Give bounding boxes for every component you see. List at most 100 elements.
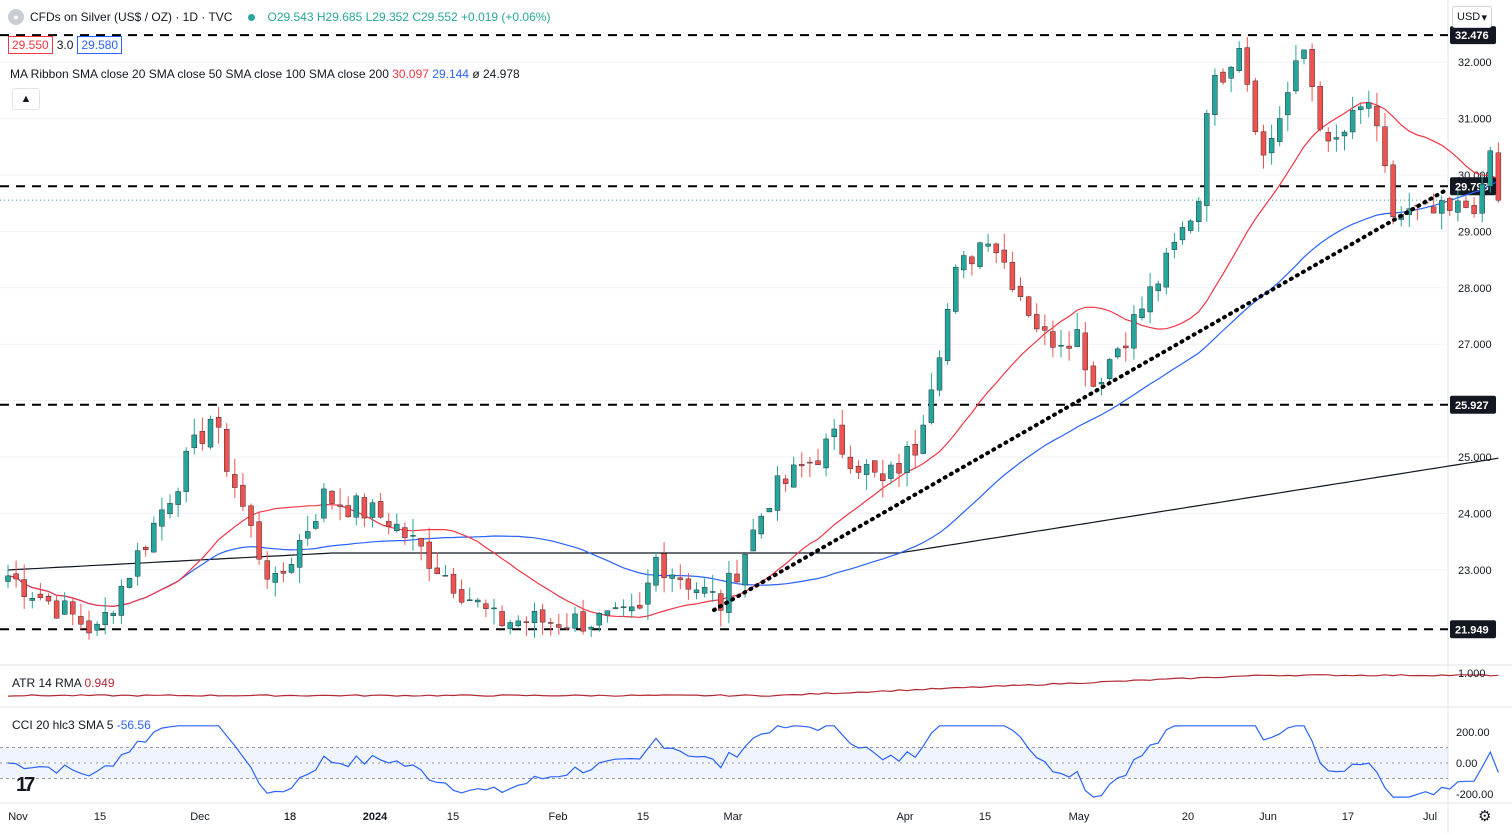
- candle-body: [434, 567, 440, 575]
- price-axis-label: 28.000: [1458, 283, 1492, 295]
- candle-body: [183, 450, 189, 492]
- cci-axis-label: 200.00: [1456, 727, 1490, 739]
- candle-body: [1082, 332, 1089, 371]
- atr-line: [7, 673, 1499, 697]
- candle-body: [1357, 106, 1364, 110]
- price-level-label: 32.476: [1455, 30, 1489, 42]
- collapse-legend-button[interactable]: ▲: [12, 88, 40, 110]
- candle-body: [653, 556, 659, 586]
- candle-body: [904, 446, 910, 473]
- candle-body: [774, 475, 781, 511]
- symbol-legend: ● CFDs on Silver (US$ / OZ) · 1D · TVC O…: [8, 9, 550, 25]
- tradingview-logo[interactable]: 17: [16, 774, 35, 796]
- candle-body: [256, 521, 262, 560]
- price-level-tag: [1450, 26, 1496, 45]
- candle-body: [483, 603, 489, 609]
- ma-ribbon-legend[interactable]: MA Ribbon SMA close 20 SMA close 50 SMA …: [10, 67, 520, 81]
- time-axis-label: Jun: [1259, 811, 1277, 823]
- candle-body: [1017, 285, 1024, 297]
- ohlc-values: O29.543 H29.685 L29.352 C29.552 +0.019 (…: [267, 10, 550, 24]
- candle-body: [993, 243, 999, 254]
- cci-legend[interactable]: CCI 20 hlc3 SMA 5 -56.56: [12, 718, 151, 732]
- close-value: C29.552: [412, 10, 458, 24]
- candle-body: [985, 243, 991, 247]
- candle-body: [1074, 329, 1080, 347]
- sma20-value: 30.097: [392, 67, 429, 81]
- candle-body: [661, 553, 667, 578]
- candle-body: [1163, 252, 1170, 288]
- candle-body: [880, 473, 886, 481]
- candle-body: [248, 505, 254, 526]
- candle-body: [855, 465, 862, 473]
- candle-body: [13, 573, 19, 580]
- candle-body: [450, 573, 457, 594]
- currency-label: USD: [1457, 11, 1481, 23]
- candle-body: [1285, 92, 1291, 116]
- cci-value: -56.56: [116, 718, 151, 732]
- candle-body: [321, 488, 327, 519]
- change-value: +0.019 (+0.06%): [461, 10, 551, 24]
- candle-body: [159, 509, 165, 527]
- candle-body: [86, 620, 92, 634]
- candle-body: [539, 609, 546, 623]
- time-axis-label: Dec: [190, 811, 210, 823]
- candle-body: [920, 424, 926, 454]
- candle-body: [750, 529, 756, 552]
- chevron-down-icon: ▾: [1481, 11, 1487, 24]
- candle-body: [70, 601, 76, 615]
- bid-button[interactable]: 29.550: [8, 36, 53, 54]
- candle-body: [223, 428, 230, 472]
- candle-body: [815, 460, 821, 466]
- currency-selector[interactable]: USD ▾: [1452, 6, 1492, 28]
- candle-body: [912, 444, 918, 456]
- candle-body: [1276, 118, 1283, 142]
- candle-body: [1325, 132, 1332, 142]
- price-level-label: 21.949: [1455, 624, 1489, 636]
- gear-icon[interactable]: ⚙: [1478, 808, 1492, 825]
- candle-body: [240, 484, 246, 507]
- candle-body: [515, 620, 521, 626]
- candle-body: [1479, 183, 1485, 214]
- candle-body: [637, 604, 643, 609]
- candle-body: [1123, 345, 1129, 349]
- atr-legend[interactable]: ATR 14 RMA 0.949: [12, 676, 115, 690]
- candle-body: [863, 464, 870, 475]
- candle-body: [475, 599, 481, 603]
- candle-body: [110, 613, 117, 616]
- time-axis-label: Apr: [896, 811, 913, 823]
- candle-body: [620, 606, 627, 609]
- ask-button[interactable]: 29.580: [77, 36, 123, 54]
- candle-body: [142, 547, 149, 550]
- candle-body: [1033, 314, 1040, 330]
- candle-body: [1390, 164, 1396, 217]
- candle-body: [1179, 227, 1186, 241]
- symbol-title[interactable]: CFDs on Silver (US$ / OZ) · 1D · TVC: [30, 10, 233, 24]
- low-value: L29.352: [365, 10, 409, 24]
- sma50-line: [7, 180, 1499, 608]
- candle-body: [1430, 206, 1437, 214]
- candle-body: [394, 523, 400, 532]
- candle-body: [345, 505, 351, 518]
- time-axis-label: 15: [637, 811, 649, 823]
- candle-body: [548, 622, 554, 624]
- candle-body: [629, 606, 635, 612]
- candle-body: [467, 599, 473, 601]
- candle-body: [612, 607, 619, 609]
- candle-body: [839, 424, 845, 455]
- candle-body: [1187, 220, 1194, 231]
- candle-body: [305, 531, 311, 539]
- silver-icon: ●: [8, 9, 24, 25]
- candle-body: [410, 535, 416, 537]
- candle-body: [572, 613, 578, 629]
- candle-body: [1171, 241, 1178, 250]
- candle-body: [29, 598, 35, 601]
- candle-body: [596, 613, 602, 626]
- time-axis-label: Mar: [724, 811, 743, 823]
- high-value: H29.685: [316, 10, 363, 24]
- candle-body: [21, 579, 27, 597]
- time-axis-label: 15: [979, 811, 991, 823]
- candle-body: [1236, 48, 1242, 71]
- candle-body: [766, 507, 773, 513]
- candle-body: [37, 593, 44, 598]
